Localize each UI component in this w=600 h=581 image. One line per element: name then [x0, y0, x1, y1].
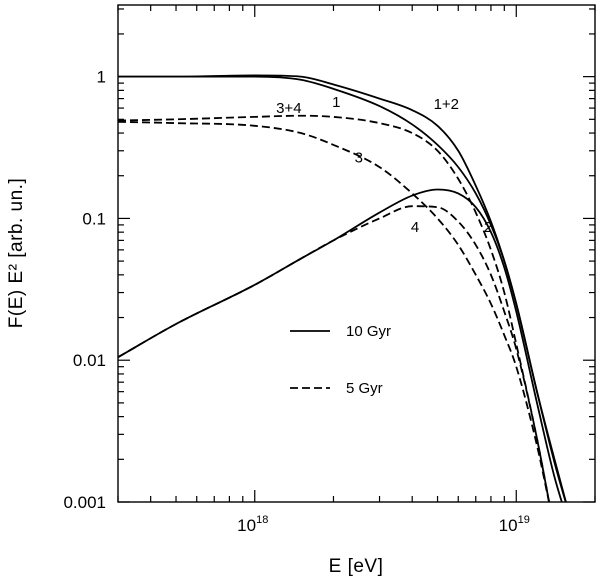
curve-label-1: 1	[332, 94, 340, 111]
legend: 10 Gyr 5 Gyr	[290, 323, 391, 397]
curve-label-2: 2	[484, 219, 492, 236]
curve-label-1-plus-2: 1+2	[434, 96, 459, 113]
x-axis-title: E [eV]	[329, 556, 384, 577]
y-tick-label: 0.001	[63, 493, 106, 512]
y-tick-label: 0.1	[82, 209, 106, 228]
x-tick-label: 1018	[237, 514, 268, 535]
series-line-1	[118, 75, 567, 502]
legend-label: 10 Gyr	[346, 323, 391, 340]
curve-label-3: 3	[355, 149, 363, 166]
y-tick-label: 0.01	[73, 351, 106, 370]
curve-label-4: 4	[411, 219, 419, 236]
legend-label: 5 Gyr	[346, 380, 383, 397]
series-line-2	[118, 188, 563, 502]
curve-label-3-plus-4: 3+4	[276, 100, 301, 117]
y-axis-title: F(E) E² [arb. un.]	[6, 178, 27, 328]
series-line-1-plus-2	[118, 74, 567, 502]
series-line-4	[118, 205, 551, 502]
y-tick-label: 1	[97, 68, 106, 87]
curves	[118, 74, 567, 502]
plot-frame	[117, 4, 596, 503]
series-line-3-plus-4	[118, 114, 551, 502]
series-line-3	[118, 120, 550, 502]
x-tick-label: 1019	[499, 514, 530, 535]
axis-ticks: 1 0.1 0.01 0.001 1018 1019	[63, 5, 596, 535]
curve-labels: 1+2 1 3+4 3 4 2	[276, 94, 492, 236]
